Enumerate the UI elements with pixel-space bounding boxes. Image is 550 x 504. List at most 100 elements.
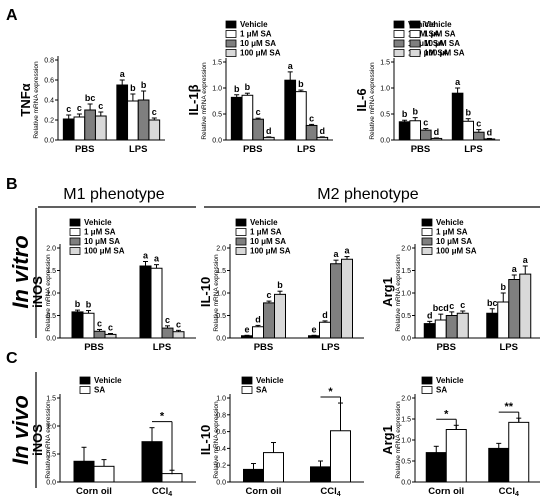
legend-label: 1 μM SA	[408, 30, 440, 39]
bar	[330, 430, 351, 483]
legend-label: Vehicle	[436, 376, 464, 385]
legend-swatch	[69, 228, 81, 236]
significance-letter: c	[108, 323, 113, 333]
legend-label: 10 μM SA	[84, 237, 120, 246]
legend-swatch	[409, 49, 421, 57]
chart-a-il1: IL-1β Relative mRNA expression0.00.51.01.…	[186, 20, 449, 155]
x-category-label: LPS	[500, 342, 518, 353]
bar	[172, 331, 185, 339]
y-tick-label: 0.0	[216, 480, 226, 487]
legend-label: 10 μM SA	[436, 237, 472, 246]
legend-swatch	[421, 247, 433, 255]
significance-letter: b	[234, 84, 240, 94]
y-tick-label: 0.4	[44, 98, 54, 105]
bar	[263, 302, 275, 339]
y-tick-label: 0.0	[44, 138, 54, 145]
y-axis-label: Relative mRNA expression	[369, 62, 376, 140]
row-label-in-vitro: In vitro	[8, 235, 33, 308]
significance-letter: d	[320, 126, 326, 136]
x-category-label: PBS	[411, 144, 431, 155]
y-tick-label: 0.6	[44, 78, 54, 85]
legend-label: 100 μM SA	[250, 247, 291, 256]
bar	[230, 96, 243, 141]
significance-letter: e	[311, 324, 316, 334]
bar	[445, 429, 467, 483]
legend-label: Vehicle	[240, 20, 268, 29]
bar	[508, 421, 530, 483]
legend-swatch	[393, 20, 405, 29]
x-category-label: CCl4	[499, 486, 519, 498]
y-tick-label: 1.0	[46, 291, 56, 298]
legend-label: SA	[94, 386, 105, 395]
bar	[456, 312, 469, 339]
significance-letter: c	[423, 118, 428, 128]
significance-letter: c	[449, 301, 454, 311]
significance-star: **	[504, 401, 513, 413]
bar	[127, 100, 139, 141]
gene-label: iNOS	[30, 424, 45, 456]
legend-swatch	[235, 237, 247, 246]
x-category-label: LPS	[464, 144, 482, 155]
significance-letter: a	[512, 264, 518, 274]
legend-label: 100 μM SA	[436, 247, 477, 256]
gene-label: IL-10	[198, 277, 213, 307]
legend-swatch	[421, 228, 433, 236]
bar	[486, 312, 499, 339]
legend-swatch	[241, 376, 253, 385]
legend-label: 10 μM SA	[240, 39, 276, 48]
y-tick-label: 0.5	[46, 313, 56, 320]
bar	[150, 267, 163, 339]
significance-letter: b	[245, 82, 251, 92]
significance-letter: d	[322, 310, 328, 320]
significance-letter: a	[333, 249, 339, 259]
y-tick-label: 0.5	[401, 459, 411, 466]
bar	[295, 91, 307, 141]
legend-swatch	[225, 49, 237, 57]
y-tick-label: 0.0	[401, 336, 411, 343]
significance-letter: c	[66, 104, 71, 114]
legend-label: 1 μM SA	[84, 228, 116, 237]
significance-letter: c	[152, 107, 157, 117]
legend-label: 100 μM SA	[424, 49, 465, 58]
significance-letter: b	[277, 280, 283, 290]
y-tick-label: 1.5	[46, 268, 56, 275]
significance-letter: d	[434, 127, 440, 137]
y-tick-label: 1.0	[216, 291, 226, 298]
bar	[241, 94, 254, 141]
bar	[341, 258, 353, 339]
y-tick-label: 0.4	[216, 446, 226, 453]
y-tick-label: 2.0	[46, 246, 56, 253]
legend-swatch	[421, 376, 433, 385]
bar	[161, 327, 174, 339]
y-tick-label: 0.2	[44, 118, 54, 125]
y-tick-label: 1.0	[401, 291, 411, 298]
significance-letter: a	[455, 77, 461, 87]
bar	[488, 447, 510, 483]
legend-swatch	[69, 247, 81, 255]
chart-b-inos: iNOS Relative mRNA expression 0.0 0.5 1.0 1.5…	[30, 218, 196, 353]
legend-label: 10 μM SA	[408, 39, 444, 48]
bar	[263, 452, 284, 483]
bar	[425, 452, 447, 483]
significance-letter: c	[97, 318, 102, 328]
bar	[398, 121, 411, 141]
y-tick-label: 1.0	[380, 86, 390, 93]
legend-swatch	[421, 386, 433, 394]
legend-label: 1 μM SA	[436, 228, 468, 237]
panel-label-c: C	[6, 350, 18, 367]
charts-layer: TNFα Relative mRNA expression0.00.20.40.6…	[18, 20, 540, 498]
legend-label: SA	[256, 386, 267, 395]
gene-label: IL-6	[354, 88, 369, 111]
y-tick-label: 1.5	[380, 60, 390, 67]
y-axis-label: Relative mRNA expression	[213, 401, 220, 479]
y-axis-label: Relative mRNA expression	[213, 254, 220, 332]
y-axis-label: Relative mRNA expression	[201, 62, 208, 140]
legend-swatch	[409, 39, 421, 48]
bar	[316, 136, 329, 141]
bar	[423, 323, 436, 339]
y-tick-label: 0.5	[380, 112, 390, 119]
bar	[451, 92, 464, 141]
significance-letter: b	[501, 282, 507, 292]
